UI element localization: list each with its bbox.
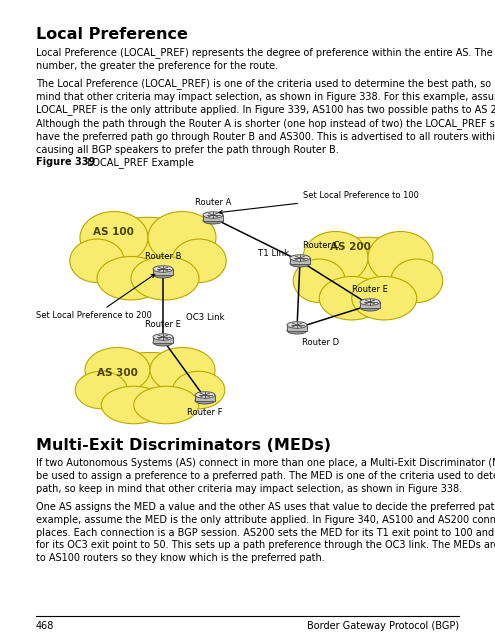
Ellipse shape	[203, 217, 223, 224]
Text: LOCAL_PREF Example: LOCAL_PREF Example	[81, 157, 194, 168]
Bar	[203, 215, 223, 221]
Ellipse shape	[153, 333, 173, 340]
Text: Set Local Preference to 200: Set Local Preference to 200	[36, 275, 154, 321]
Ellipse shape	[83, 218, 212, 292]
Ellipse shape	[153, 266, 173, 272]
Bar	[195, 395, 215, 401]
Text: 468: 468	[36, 621, 54, 631]
Ellipse shape	[290, 260, 310, 267]
Ellipse shape	[88, 353, 212, 417]
Ellipse shape	[319, 276, 384, 320]
Ellipse shape	[173, 371, 225, 409]
Ellipse shape	[287, 322, 307, 328]
Text: Local Preference: Local Preference	[36, 27, 188, 42]
Ellipse shape	[360, 304, 380, 311]
Ellipse shape	[391, 259, 443, 303]
Bar	[153, 269, 173, 275]
Ellipse shape	[303, 232, 368, 284]
Ellipse shape	[101, 387, 166, 424]
Text: Router E: Router E	[145, 320, 181, 329]
Text: One AS assigns the MED a value and the other AS uses that value to decide the pr: One AS assigns the MED a value and the o…	[36, 502, 495, 563]
Ellipse shape	[148, 211, 216, 264]
Text: Local Preference (LOCAL_PREF) represents the degree of preference within the ent: Local Preference (LOCAL_PREF) represents…	[36, 47, 495, 70]
Ellipse shape	[97, 257, 165, 300]
Ellipse shape	[195, 392, 215, 398]
Ellipse shape	[203, 212, 223, 218]
Ellipse shape	[290, 255, 310, 261]
Ellipse shape	[172, 239, 226, 282]
Ellipse shape	[70, 239, 124, 282]
Text: T1 Link: T1 Link	[258, 249, 289, 258]
Text: The Local Preference (LOCAL_PREF) is one of the criteria used to determine the b: The Local Preference (LOCAL_PREF) is one…	[36, 78, 495, 155]
Bar	[287, 325, 307, 330]
Ellipse shape	[75, 371, 127, 409]
Ellipse shape	[352, 276, 417, 320]
Ellipse shape	[306, 237, 430, 313]
Bar	[153, 337, 173, 342]
Text: Border Gateway Protocol (BGP): Border Gateway Protocol (BGP)	[307, 621, 459, 631]
Text: Router F: Router F	[187, 408, 223, 417]
Ellipse shape	[368, 232, 433, 284]
Ellipse shape	[287, 327, 307, 334]
Text: AS 300: AS 300	[97, 368, 138, 378]
Text: Router E: Router E	[352, 285, 388, 294]
Text: Router C: Router C	[303, 241, 340, 250]
Ellipse shape	[150, 348, 215, 392]
Text: If two Autonomous Systems (AS) connect in more than one place, a Multi-Exit Disc: If two Autonomous Systems (AS) connect i…	[36, 458, 495, 493]
Text: OC3 Link: OC3 Link	[186, 313, 225, 322]
Text: Figure 339: Figure 339	[36, 157, 95, 167]
Bar	[360, 302, 380, 307]
Ellipse shape	[360, 299, 380, 305]
Ellipse shape	[134, 387, 199, 424]
Ellipse shape	[131, 257, 199, 300]
Bar	[290, 258, 310, 264]
Text: AS 100: AS 100	[93, 227, 134, 237]
Ellipse shape	[85, 348, 150, 392]
Ellipse shape	[195, 397, 215, 404]
Text: Router D: Router D	[302, 338, 339, 347]
Text: Router B: Router B	[145, 252, 181, 261]
Ellipse shape	[80, 211, 148, 264]
Ellipse shape	[293, 259, 345, 303]
Text: Multi-Exit Discriminators (MEDs): Multi-Exit Discriminators (MEDs)	[36, 438, 331, 453]
Text: AS 200: AS 200	[330, 242, 371, 252]
Ellipse shape	[153, 339, 173, 346]
Ellipse shape	[153, 271, 173, 278]
Text: Router A: Router A	[195, 198, 231, 207]
Text: Set Local Preference to 100: Set Local Preference to 100	[219, 191, 419, 214]
